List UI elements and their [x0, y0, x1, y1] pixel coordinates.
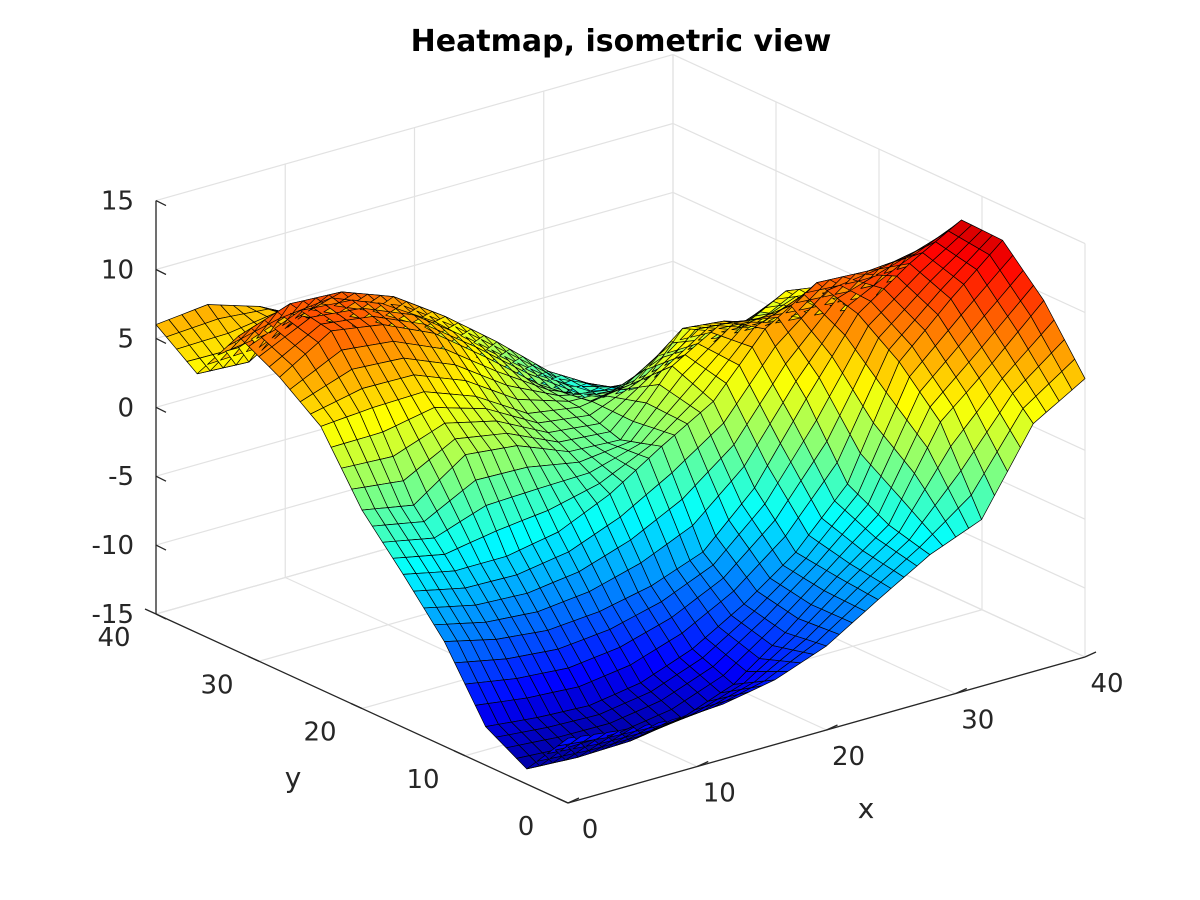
z-tick-mark: [155, 613, 167, 620]
z-tick-mark: [155, 337, 167, 344]
x-tick-label: 10: [703, 779, 736, 809]
x-tick-mark: [1084, 651, 1097, 658]
y-tick-mark: [453, 750, 466, 757]
x-tick-label: 40: [1090, 669, 1123, 699]
y-tick-mark: [556, 797, 569, 804]
z-tick-mark: [155, 475, 167, 482]
y-tick-mark: [350, 702, 363, 710]
z-tick-label: 0: [117, 393, 134, 423]
x-tick-mark: [567, 797, 580, 804]
z-tick-label: 10: [101, 256, 134, 286]
x-tick-mark: [826, 724, 838, 731]
surface-patch: [1061, 358, 1086, 391]
back-wall-gridline: [155, 122, 674, 271]
y-tick-label: 30: [200, 670, 233, 700]
z-tick-label: -15: [92, 600, 134, 630]
axes: [144, 200, 1097, 804]
x-tick-mark: [696, 760, 709, 768]
y-tick-label: 10: [406, 765, 439, 795]
y-tick-label: 40: [97, 623, 130, 653]
z-tick-mark: [155, 406, 167, 413]
x-tick-label: 30: [961, 706, 994, 736]
z-tick-mark: [155, 544, 167, 551]
x-axis-label: x: [858, 792, 875, 825]
z-tick-mark: [155, 268, 167, 276]
chart-title: Heatmap, isometric view: [411, 24, 832, 59]
y-tick-mark: [247, 655, 260, 662]
x-tick-mark: [955, 687, 968, 695]
z-tick-label: 15: [101, 187, 134, 217]
z-tick-label: -5: [108, 462, 134, 492]
side-wall-gridline: [672, 54, 1086, 245]
y-tick-label: 0: [518, 812, 535, 842]
back-wall-gridline: [155, 54, 674, 202]
surface-mesh: [155, 219, 1086, 770]
z-tick-mark: [155, 200, 167, 207]
y-tick-mark: [144, 608, 157, 615]
y-tick-label: 20: [303, 718, 336, 748]
y-axis-label: y: [285, 761, 302, 794]
x-tick-label: 20: [832, 742, 865, 772]
z-tick-label: -10: [92, 531, 134, 561]
z-tick-label: 5: [117, 324, 134, 354]
x-tick-label: 0: [582, 815, 599, 845]
